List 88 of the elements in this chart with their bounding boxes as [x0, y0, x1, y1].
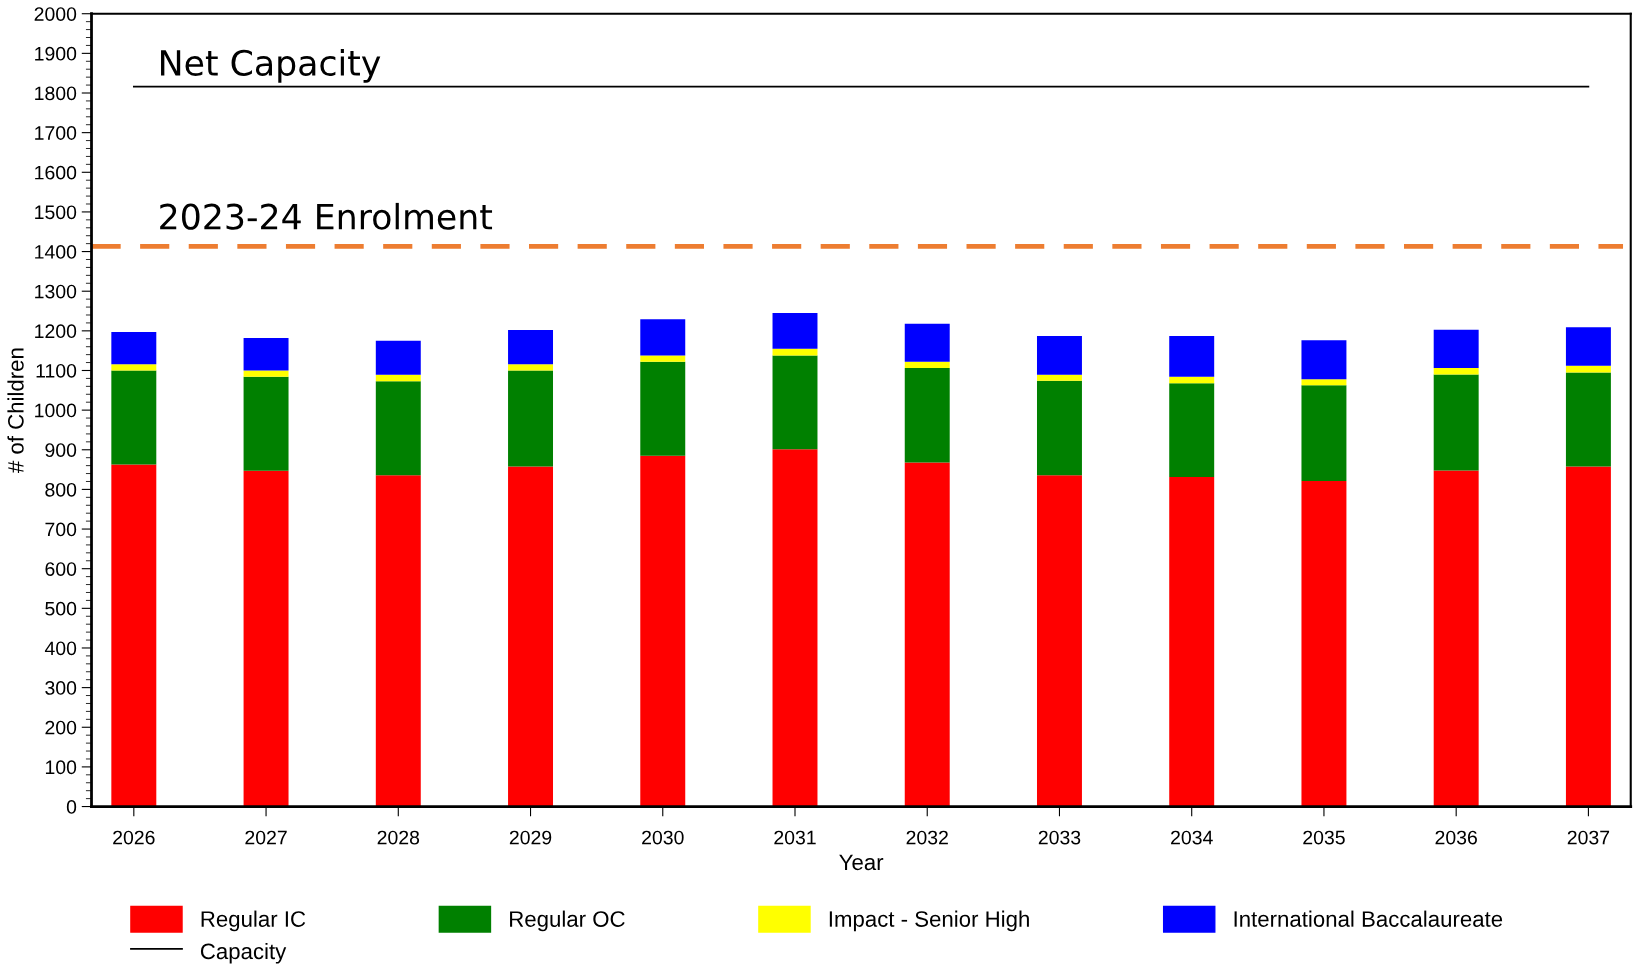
bar [1301, 385, 1347, 482]
x-tick-label: 2030 [642, 830, 684, 845]
bar [1301, 481, 1347, 807]
y-tick-label: 300 [45, 681, 77, 695]
bar [375, 381, 421, 476]
bar [772, 355, 818, 450]
y-tick-label: 500 [45, 601, 77, 616]
bar [1169, 383, 1215, 478]
bar [1169, 376, 1215, 384]
bar [375, 475, 421, 807]
y-tick-label: 100 [45, 760, 77, 775]
bar [1565, 327, 1611, 366]
legend-label: International Baccalaureate [1234, 910, 1503, 927]
x-tick-label: 2032 [906, 830, 948, 845]
bar [1036, 475, 1082, 807]
y-tick-label: 600 [45, 562, 77, 576]
bar [1036, 380, 1082, 476]
y-tick-label: 2000 [34, 7, 77, 21]
x-tick-label: 2036 [1435, 830, 1477, 845]
y-tick-label: 400 [44, 641, 77, 656]
bar [508, 370, 554, 467]
x-tick-label: 2035 [1303, 830, 1345, 845]
bar [904, 368, 950, 463]
bar [904, 361, 950, 369]
bar [1433, 470, 1479, 807]
y-tick-label: 1200 [35, 324, 77, 339]
y-tick-label: 1800 [35, 86, 77, 101]
legend-label: Impact - Senior High [829, 910, 1029, 932]
bar [1565, 466, 1611, 807]
legend-label: Capacity [200, 942, 287, 964]
y-tick-label: 1900 [35, 46, 77, 61]
legend-label: Regular OC [510, 910, 625, 932]
bar [111, 332, 157, 365]
bar [111, 364, 157, 371]
x-tick-label: 2029 [509, 830, 552, 845]
y-tick-label: 1600 [35, 165, 77, 180]
bar [111, 370, 157, 465]
x-tick-label: 2028 [377, 830, 420, 845]
y-tick-label: 800 [45, 482, 77, 497]
x-tick-label: 2026 [113, 830, 155, 845]
bar [243, 470, 289, 807]
bar [243, 376, 289, 471]
bar [508, 364, 554, 371]
x-tick-label: 2027 [245, 830, 287, 845]
bar [1301, 379, 1347, 386]
bar [772, 449, 818, 807]
y-tick-label: 200 [45, 720, 77, 735]
bar [1433, 374, 1479, 471]
bar [1169, 477, 1215, 807]
y-tick-label: 700 [45, 522, 77, 537]
bar [1036, 336, 1082, 375]
y-tick-label: 1700 [35, 126, 77, 140]
ref-line-label: 2023-24 Enrolment [160, 202, 493, 230]
bar [375, 374, 421, 382]
bar [1301, 340, 1347, 380]
y-tick-label: 1100 [36, 363, 77, 378]
y-tick-label: 1300 [35, 284, 77, 299]
bar [243, 337, 289, 371]
bar [640, 319, 686, 356]
bar [1433, 368, 1479, 375]
y-tick-label: 0 [66, 800, 77, 814]
y-tick-label: 1500 [35, 205, 77, 220]
x-tick-label: 2034 [1171, 830, 1213, 845]
bar [904, 323, 950, 362]
bar [1565, 372, 1611, 467]
y-axis-title: # of Children [7, 348, 24, 474]
y-tick-label: 1000 [35, 403, 77, 418]
bar [111, 464, 157, 807]
bar [508, 330, 554, 365]
bar [640, 355, 686, 362]
bar [508, 466, 554, 807]
bar [640, 455, 686, 807]
x-tick-label: 2033 [1038, 830, 1081, 845]
bar [640, 361, 686, 456]
bar [772, 313, 818, 349]
bar [1169, 336, 1215, 377]
y-tick-label: 1400 [35, 245, 77, 259]
bar [243, 370, 289, 377]
annotation: Net Capacity [161, 49, 381, 83]
bar [375, 340, 421, 375]
y-tick-label: 900 [45, 443, 77, 458]
x-tick-label: 2031 [774, 830, 816, 845]
bar [1036, 374, 1082, 381]
bar [1433, 329, 1479, 369]
x-tick-label: 2037 [1567, 830, 1610, 845]
legend-label: Regular IC [201, 910, 306, 932]
bar [904, 462, 950, 807]
x-axis-title: Year [839, 854, 884, 871]
